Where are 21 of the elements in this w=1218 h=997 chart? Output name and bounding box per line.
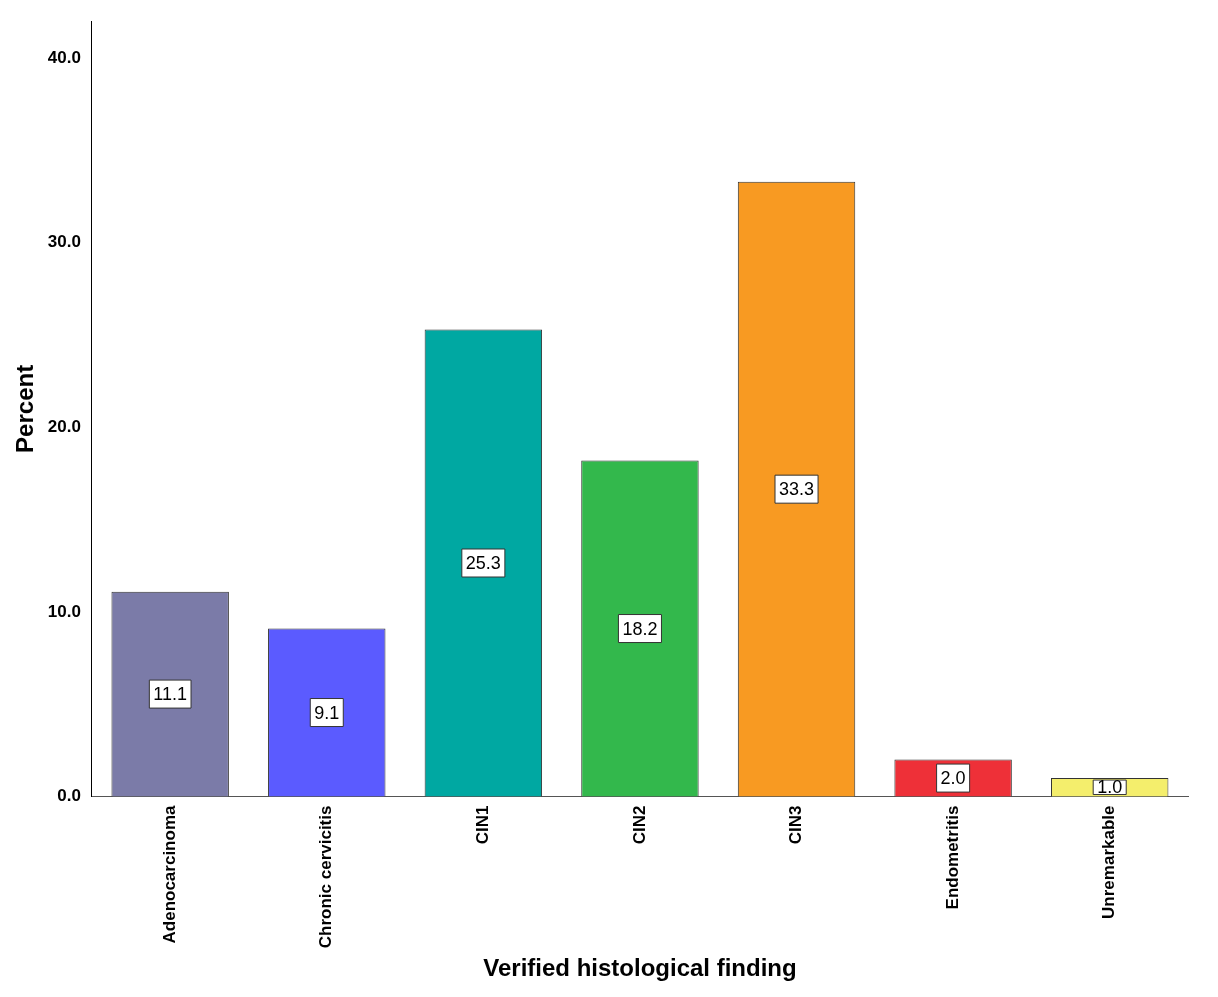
data-label: 1.0 — [1097, 777, 1123, 798]
data-label: 2.0 — [940, 768, 966, 789]
x-tick-label: Adenocarcinoma — [159, 805, 179, 944]
x-tick-label: Unremarkable — [1099, 805, 1119, 919]
x-tick-label: CIN2 — [629, 805, 649, 845]
y-tick-label: 0.0 — [57, 786, 81, 806]
y-tick-label: 10.0 — [47, 601, 81, 621]
x-tick-label: Chronic cervicitis — [316, 805, 336, 949]
data-label: 9.1 — [314, 702, 340, 723]
y-tick-label: 20.0 — [47, 417, 81, 437]
x-tick-label: CIN3 — [786, 805, 806, 845]
y-tick-label: 40.0 — [47, 47, 81, 67]
data-label: 33.3 — [779, 479, 815, 500]
x-tick-label: Endometritis — [942, 805, 962, 910]
data-label: 25.3 — [465, 552, 501, 573]
data-label: 18.2 — [622, 618, 658, 639]
x-tick-label: CIN1 — [473, 805, 493, 845]
y-axis-title: Percent — [11, 364, 39, 453]
data-label: 11.1 — [153, 684, 188, 705]
y-tick-label: 30.0 — [47, 232, 81, 252]
x-axis-title: Verified histological finding — [483, 954, 797, 982]
